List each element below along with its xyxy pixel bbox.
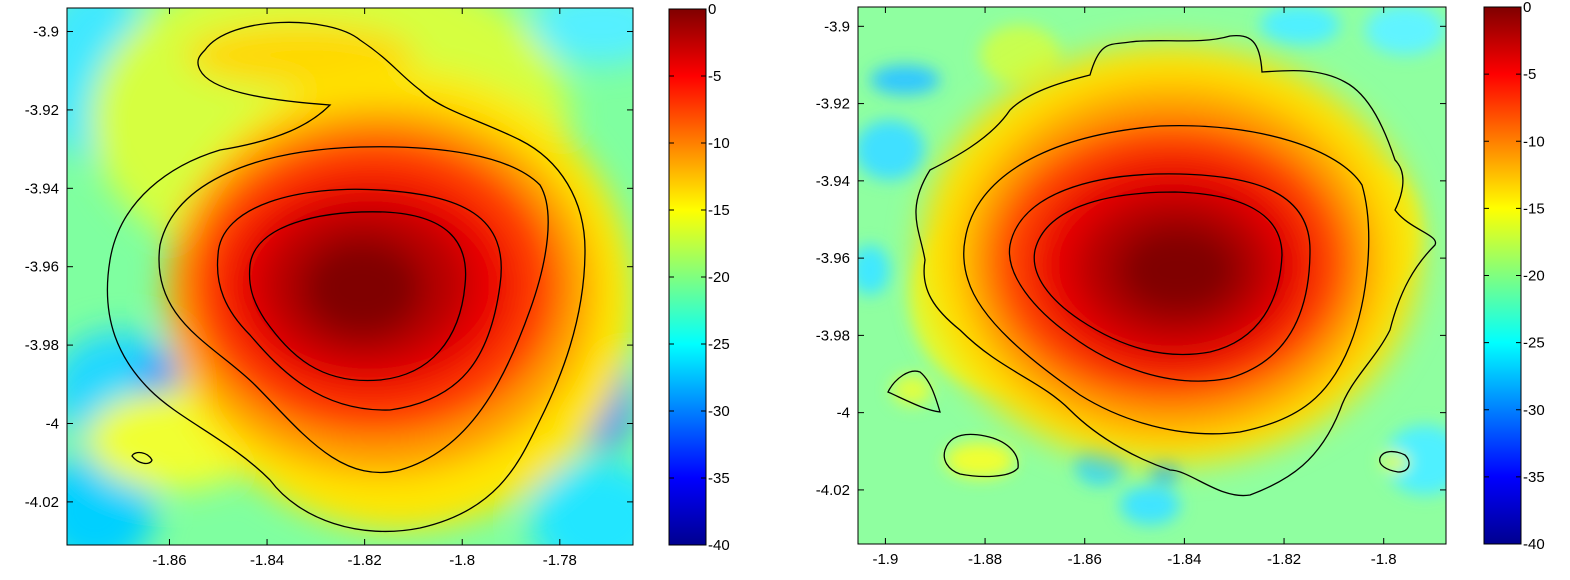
x-tick-label: -1.78 xyxy=(543,552,577,569)
x-tick-label: -1.88 xyxy=(968,551,1002,568)
x-tick-label: -1.84 xyxy=(1167,551,1201,568)
axes-right: -1.9 -1.88 -1.86 -1.84 -1.82 -1.8 -3.9 -3.92 -3.… xyxy=(816,7,1446,568)
y-tick-label: -4 xyxy=(837,405,850,422)
contour-right-level-3 xyxy=(1008,173,1311,382)
y-tick-label: -3.96 xyxy=(816,250,850,267)
colorbar-tick-label: 0 xyxy=(708,1,716,18)
colorbar-tick-label: -35 xyxy=(708,470,730,487)
colorbar-tick-label: -10 xyxy=(1523,133,1545,150)
y-tick-label: -4.02 xyxy=(816,482,850,499)
x-tick-label: -1.86 xyxy=(152,552,186,569)
colorbar-tick-label: -40 xyxy=(708,537,730,554)
contour-right-level-2 xyxy=(963,124,1370,435)
colorbar-tick-label: -20 xyxy=(708,269,730,286)
contour-left-level-4 xyxy=(248,211,467,382)
contour-left-level-3 xyxy=(216,188,502,411)
y-tick-label: -3.98 xyxy=(25,337,59,354)
contour-right-outer xyxy=(915,35,1437,497)
y-tick-label: -3.92 xyxy=(25,102,59,119)
colorbar-tick-label: -15 xyxy=(708,202,730,219)
contour-left-island xyxy=(131,451,153,465)
y-tick-label: -3.9 xyxy=(824,18,850,35)
contour-right-island-3 xyxy=(1379,450,1410,473)
y-tick-label: -3.9 xyxy=(33,24,59,41)
axes-left: -1.86 -1.84 -1.82 -1.8 -1.78 -3.9 -3.92 -3.94 -3… xyxy=(25,8,633,569)
x-tick-label: -1.86 xyxy=(1068,551,1102,568)
colorbar-tick-label: -5 xyxy=(1523,66,1536,83)
colorbar-tick-label: -25 xyxy=(708,336,730,353)
y-tick-label: -3.92 xyxy=(816,96,850,113)
contour-right-level-4 xyxy=(1033,191,1283,356)
contour-left-level-2 xyxy=(158,146,549,474)
colorbar-tick-label: -5 xyxy=(708,68,721,85)
colorbar-tick-label: 0 xyxy=(1523,0,1531,16)
colorbar-tick-label: -30 xyxy=(1523,402,1545,419)
x-tick-label: -1.8 xyxy=(1371,551,1397,568)
colorbar-tick-label: -15 xyxy=(1523,200,1545,217)
plot-right: -1.9 -1.88 -1.86 -1.84 -1.82 -1.8 -3.9 -3.92 -3.… xyxy=(816,6,1447,568)
x-tick-label: -1.84 xyxy=(250,552,284,569)
y-tick-label: -3.98 xyxy=(816,327,850,344)
x-tick-label: -1.9 xyxy=(872,551,898,568)
y-tick-label: -4.02 xyxy=(25,494,59,511)
y-tick-label: -3.94 xyxy=(25,180,59,197)
colorbar-tick-label: -35 xyxy=(1523,469,1545,486)
colorbar-tick-label: -20 xyxy=(1523,268,1545,285)
contour-right-island-1 xyxy=(887,370,941,413)
heatmap-right xyxy=(858,7,1446,544)
y-tick-label: -3.96 xyxy=(25,259,59,276)
x-tick-label: -1.82 xyxy=(348,552,382,569)
contour-left-outer xyxy=(106,21,586,533)
x-tick-label: -1.82 xyxy=(1267,551,1301,568)
colorbar-tick-label: -40 xyxy=(1523,536,1545,553)
y-tick-label: -3.94 xyxy=(816,173,850,190)
y-tick-label: -4 xyxy=(46,415,59,432)
colorbar-right: 0 -5 -10 -15 -20 -25 -30 -35 -40 xyxy=(1483,0,1545,553)
colorbar-tick-label: -30 xyxy=(708,403,730,420)
heatmap-left xyxy=(67,8,633,545)
colorbar-left: 0 -5 -10 -15 -20 -25 -30 -35 -40 xyxy=(668,1,730,554)
colorbar-tick-label: -10 xyxy=(708,135,730,152)
x-tick-label: -1.8 xyxy=(449,552,475,569)
colorbar-tick-label: -25 xyxy=(1523,335,1545,352)
contour-right-island-2 xyxy=(943,433,1019,478)
plot-left: -1.86 -1.84 -1.82 -1.8 -1.78 -3.9 -3.92 -3.94 -3… xyxy=(25,7,634,569)
